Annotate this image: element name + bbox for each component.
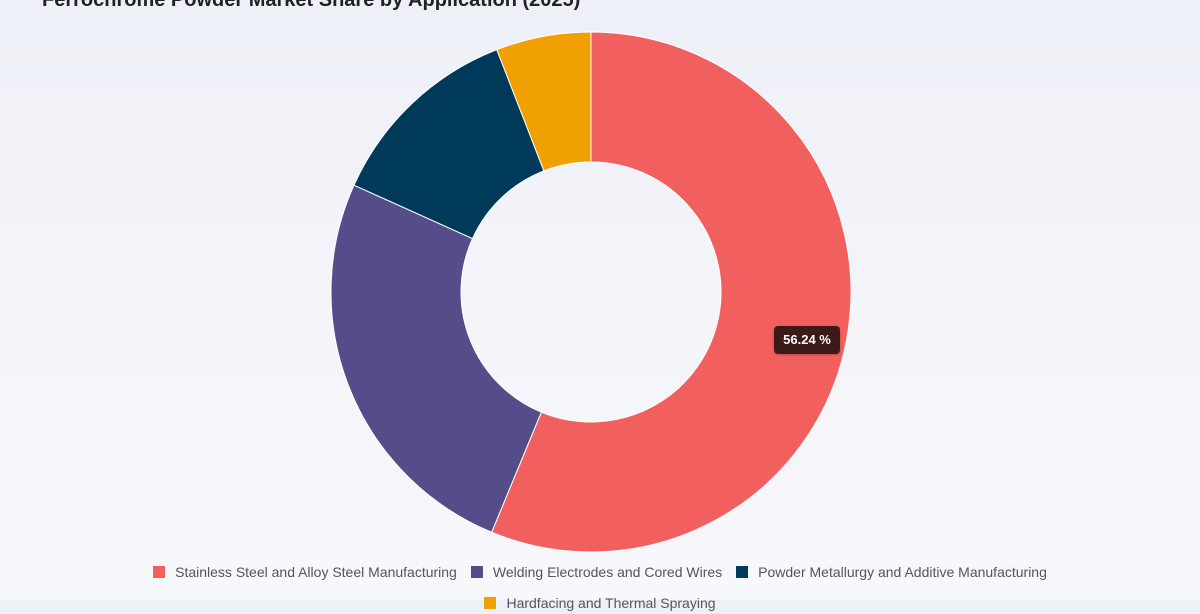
legend-label-welding-electrodes: Welding Electrodes and Cored Wires — [492, 564, 723, 580]
legend-label-stainless-steel: Stainless Steel and Alloy Steel Manufact… — [175, 564, 457, 580]
legend-label-hardfacing: Hardfacing and Thermal Spraying — [506, 595, 716, 611]
donut-chart — [330, 31, 852, 553]
legend-item-hardfacing[interactable]: Hardfacing and Thermal Spraying — [0, 592, 1200, 614]
slice-hardfacing[interactable] — [496, 31, 592, 172]
chart-legend: Stainless Steel and Alloy Steel Manufact… — [0, 561, 1200, 614]
legend-item-welding-electrodes[interactable]: Welding Electrodes and Cored Wires — [470, 561, 723, 583]
slice-stainless-steel[interactable] — [490, 31, 852, 553]
legend-swatch-stainless-steel — [153, 566, 166, 578]
legend-label-powder-metallurgy: Powder Metallurgy and Additive Manufactu… — [758, 564, 1047, 580]
legend-item-stainless-steel[interactable]: Stainless Steel and Alloy Steel Manufact… — [153, 561, 457, 583]
slice-powder-metallurgy[interactable] — [353, 49, 545, 240]
legend-item-powder-metallurgy[interactable]: Powder Metallurgy and Additive Manufactu… — [736, 561, 1047, 583]
slice-welding-electrodes[interactable] — [330, 184, 542, 533]
legend-swatch-hardfacing — [484, 597, 497, 609]
chart-title: Ferrochrome Powder Market Share by Appli… — [42, 0, 581, 11]
legend-swatch-welding-electrodes — [470, 566, 483, 578]
data-label-stainless-steel: 56.24 % — [774, 326, 840, 354]
legend-swatch-powder-metallurgy — [736, 566, 749, 578]
